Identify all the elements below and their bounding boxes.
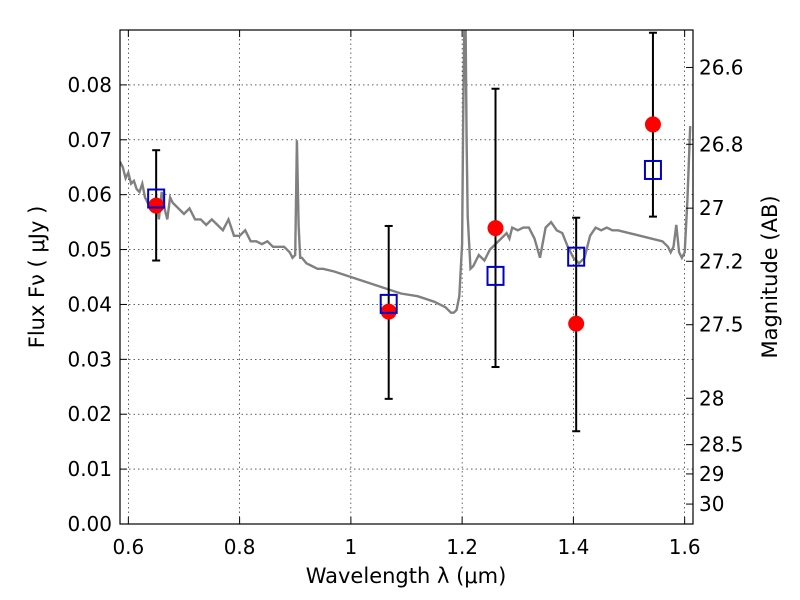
observed-flux-point bbox=[644, 116, 661, 133]
model-flux-marker bbox=[486, 265, 505, 286]
y-tick-label: 0.08 bbox=[67, 73, 112, 97]
mag-tick-label: 29 bbox=[699, 462, 724, 486]
markers bbox=[147, 116, 662, 332]
model-flux-marker bbox=[643, 159, 662, 180]
model-flux-marker bbox=[147, 188, 166, 209]
x-axis-label: Wavelength λ (μm) bbox=[306, 564, 507, 588]
mag-tick-label: 28.5 bbox=[699, 433, 744, 457]
mag-tick-label: 27 bbox=[699, 196, 724, 220]
y-tick-label: 0.05 bbox=[67, 238, 112, 262]
mag-tick-label: 28 bbox=[699, 386, 724, 410]
mag-tick-label: 27.5 bbox=[699, 313, 744, 337]
mag-tick-label: 26.8 bbox=[699, 132, 744, 156]
x-tick-label: 1 bbox=[345, 535, 358, 559]
axis-ticks: 0.6 0.8 1 1.2 1.4 1.6 0.00 0.01 0.02 0.03 0.04 0.05… bbox=[67, 30, 744, 559]
x-tick-label: 0.8 bbox=[224, 535, 256, 559]
x-tick-label: 1.4 bbox=[557, 535, 589, 559]
mag-tick-label: 27.2 bbox=[699, 249, 744, 273]
y-tick-label: 0.03 bbox=[67, 347, 112, 371]
x-tick-label: 1.6 bbox=[669, 535, 701, 559]
model-flux-marker bbox=[379, 293, 398, 314]
mag-tick-label: 26.6 bbox=[699, 55, 744, 79]
mag-tick-label: 30 bbox=[699, 492, 724, 516]
x-tick-label: 1.2 bbox=[446, 535, 478, 559]
sed-template-line bbox=[120, 30, 692, 314]
y-tick-label: 0.06 bbox=[67, 183, 112, 207]
y-axis-right-label: Magnitude (AB) bbox=[758, 195, 782, 358]
y-tick-label: 0.00 bbox=[67, 512, 112, 536]
observed-flux-point bbox=[568, 315, 585, 332]
observed-flux-point bbox=[487, 220, 504, 237]
plot-frame bbox=[119, 29, 694, 525]
y-tick-label: 0.01 bbox=[67, 457, 112, 481]
y-tick-label: 0.02 bbox=[67, 402, 112, 426]
y-tick-label: 0.07 bbox=[67, 128, 112, 152]
model-flux-marker bbox=[567, 246, 586, 267]
observed-flux-point bbox=[380, 303, 397, 320]
observed-flux-point bbox=[148, 197, 165, 214]
y-axis-label: Flux Fν ( μJy ) bbox=[25, 206, 49, 349]
y-tick-label: 0.04 bbox=[67, 292, 112, 316]
x-tick-label: 0.6 bbox=[112, 535, 144, 559]
